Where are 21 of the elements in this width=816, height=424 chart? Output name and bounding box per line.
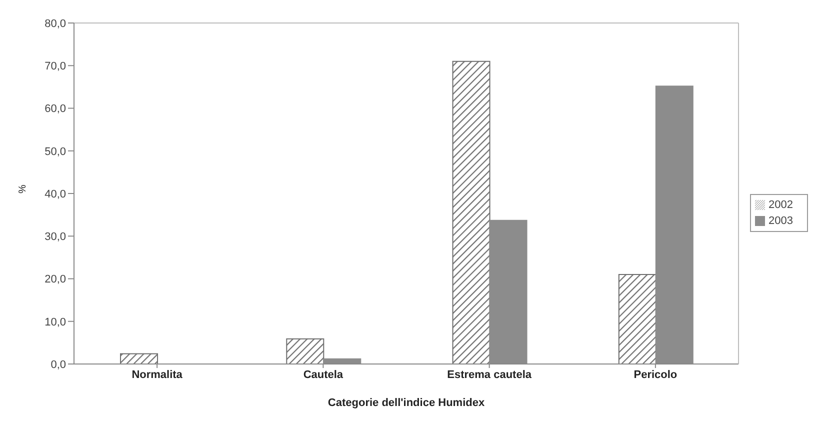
x-tick-label: Pericolo (634, 368, 678, 381)
y-tick-label: 30,0 (44, 231, 66, 244)
bar (618, 274, 656, 364)
x-tick-label: Estrema cautela (447, 368, 532, 381)
y-axis-title: % (18, 184, 29, 194)
y-tick-label: 40,0 (44, 188, 66, 200)
x-tick-label: Normalita (132, 368, 184, 381)
x-tick-label: Cautela (303, 368, 344, 381)
y-tick-label: 10,0 (44, 316, 66, 328)
legend-label: 2003 (768, 215, 793, 227)
y-tick-label: 80,0 (44, 18, 66, 30)
legend-label: 2002 (768, 199, 793, 211)
y-tick-label: 20,0 (44, 274, 66, 286)
y-tick-label: 0,0 (50, 358, 66, 371)
bar (120, 353, 158, 364)
y-tick-label: 60,0 (44, 103, 66, 116)
x-axis-title: Categorie dell'indice Humidex (328, 397, 486, 409)
y-tick-label: 50,0 (44, 146, 66, 158)
y-tick-label: 70,0 (44, 60, 66, 73)
bar (452, 60, 490, 364)
bar (286, 338, 324, 364)
